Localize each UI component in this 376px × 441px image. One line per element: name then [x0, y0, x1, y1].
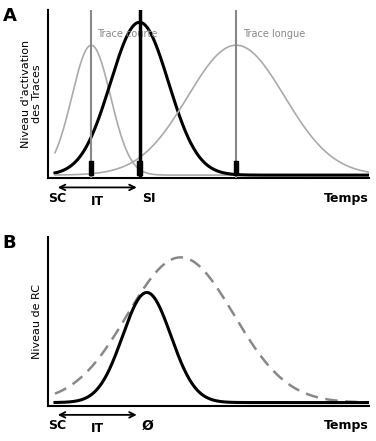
Text: SC: SC [48, 419, 66, 432]
Text: Temps: Temps [324, 419, 369, 432]
Text: SI: SI [142, 192, 155, 205]
Text: Temps: Temps [324, 192, 369, 205]
Y-axis label: Niveau d'activation
des Traces: Niveau d'activation des Traces [21, 40, 42, 148]
Text: SC: SC [48, 192, 66, 205]
Text: Trace courte: Trace courte [97, 30, 158, 40]
Y-axis label: Niveau de RC: Niveau de RC [32, 284, 42, 359]
Text: Trace longue: Trace longue [243, 30, 306, 40]
Text: Ø: Ø [142, 419, 154, 433]
Text: IT: IT [91, 195, 104, 208]
Text: B: B [3, 234, 17, 252]
Text: A: A [3, 7, 17, 25]
Text: IT: IT [91, 422, 104, 435]
